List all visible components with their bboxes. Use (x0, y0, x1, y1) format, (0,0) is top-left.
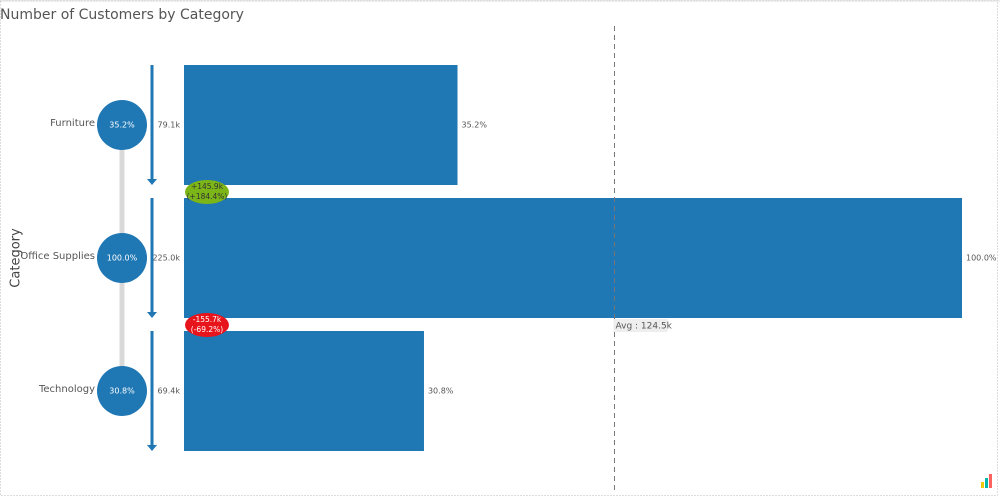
circle-label: 30.8% (109, 387, 135, 396)
category-label: Furniture (50, 118, 95, 129)
value-label: 225.0k (152, 254, 180, 263)
y-axis-label: Category (9, 228, 24, 288)
corner-icon (981, 474, 992, 488)
category-label: Office Supplies (20, 251, 95, 262)
percent-circle (97, 233, 147, 283)
difference-change: -155.7k (193, 315, 222, 324)
category-label: Technology (38, 384, 95, 395)
arrow-head (147, 445, 157, 451)
chart-title: Number of Customers by Category (0, 7, 244, 23)
circle-label: 100.0% (107, 254, 138, 263)
percent-label: 30.8% (428, 387, 454, 396)
percent-circle (97, 366, 147, 416)
difference-percent: (+184.4%) (187, 192, 228, 201)
value-label: 79.1k (158, 121, 181, 130)
difference-badge (185, 180, 229, 204)
bar (184, 331, 424, 451)
bar (184, 198, 962, 318)
difference-badge (185, 313, 229, 337)
arrow-head (147, 179, 157, 185)
arrow-head (147, 312, 157, 318)
percent-label: 100.0% (966, 254, 997, 263)
difference-percent: (-69.2%) (191, 325, 223, 334)
average-label-bg (613, 319, 668, 332)
difference-change: +145.9k (191, 182, 224, 191)
circle-label: 35.2% (109, 121, 135, 130)
percent-circle (97, 100, 147, 150)
percent-label: 35.2% (462, 121, 488, 130)
value-label: 69.4k (158, 387, 181, 396)
average-label: Avg : 124.5k (615, 322, 672, 332)
bar (184, 65, 458, 185)
